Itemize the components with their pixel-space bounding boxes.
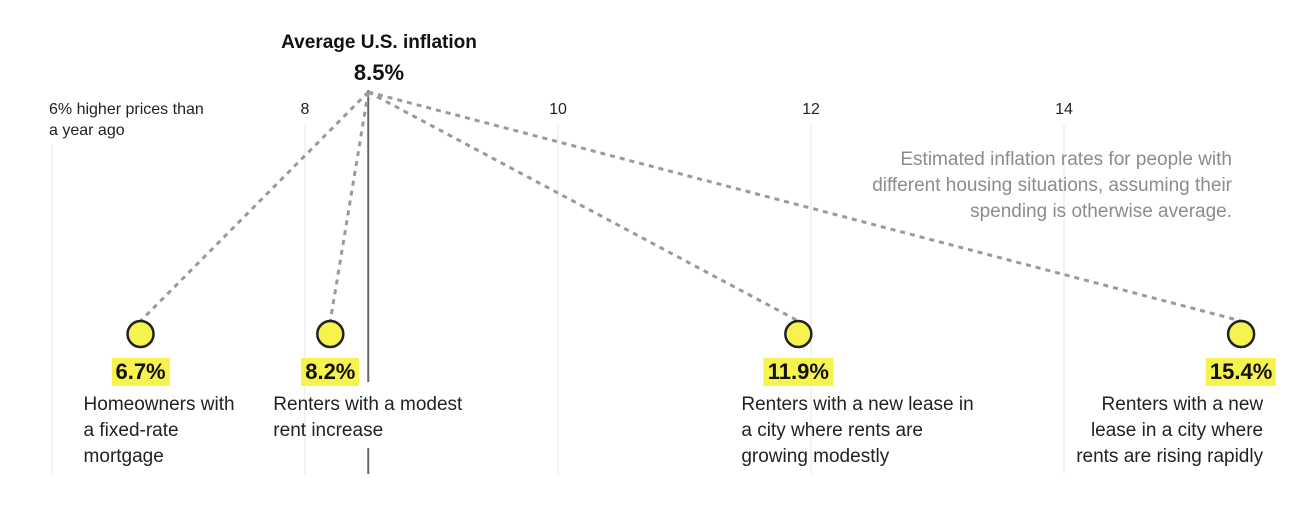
grid-lines: [51, 125, 1065, 474]
point-description: Renters with a modest rent increase: [273, 394, 463, 441]
connector-line: [328, 91, 370, 322]
value-label: 15.4%: [1205, 358, 1277, 386]
chart-note: Estimated inflation rates for people wit…: [872, 149, 1232, 222]
tick-label: 12: [802, 101, 820, 118]
tick-label: 8: [301, 101, 310, 118]
first-tick-note: 6% higher prices than a year ago: [49, 101, 204, 139]
value-label: 8.2%: [301, 358, 360, 386]
data-point: [126, 319, 155, 349]
connector-line: [367, 90, 800, 323]
data-point: [784, 319, 813, 349]
tick-label: 14: [1055, 101, 1073, 118]
tick-labels: 8 10 12 14: [301, 101, 1073, 118]
data-point: [316, 319, 345, 349]
value-label: 6.7%: [111, 358, 170, 386]
connector-line: [367, 90, 1242, 323]
average-title: Average U.S. inflation: [281, 32, 477, 53]
data-points: [126, 319, 1256, 349]
tick-label: 10: [549, 101, 567, 118]
point-description: Renters with a new lease in a city where…: [741, 394, 974, 467]
point-description: Renters with a new lease in a city where…: [1076, 394, 1264, 467]
average-value: 8.5%: [353, 60, 405, 85]
connector-line: [139, 90, 370, 323]
data-point: [1226, 319, 1256, 349]
point-description: Homeowners with a fixed-rate mortgage: [83, 394, 235, 467]
value-label: 11.9%: [763, 358, 833, 386]
connector-lines: [139, 90, 1242, 323]
